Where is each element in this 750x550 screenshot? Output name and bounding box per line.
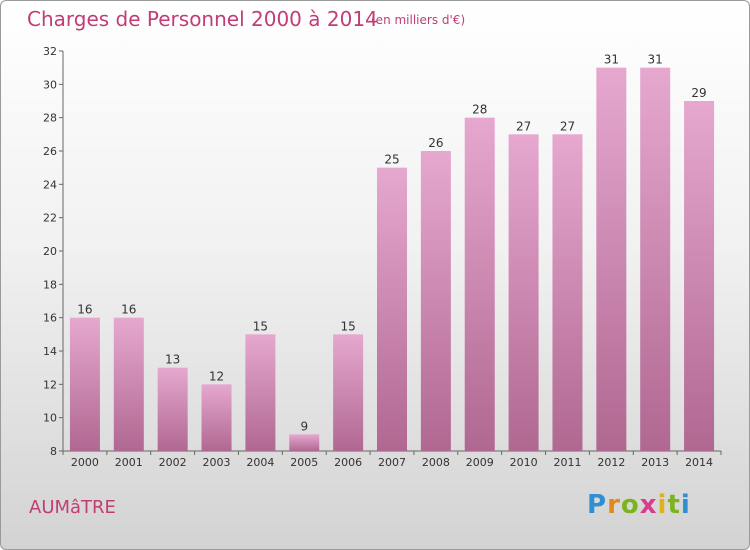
x-tick-label: 2009: [466, 456, 494, 469]
bar: [157, 367, 188, 451]
data-label: 27: [560, 119, 575, 133]
y-axis: 8 10 12 14 16 18 20 22 24 26 28 30 32: [43, 45, 64, 458]
y-tick-label: 32: [43, 45, 57, 58]
data-label: 25: [384, 153, 399, 167]
x-tick-label: 2002: [159, 456, 187, 469]
commune-name: AUMâTRE: [29, 497, 116, 518]
x-tick-label: 2013: [641, 456, 669, 469]
x-tick-label: 2012: [597, 456, 625, 469]
x-tick-label: 2003: [203, 456, 231, 469]
x-tick-label: 2011: [553, 456, 581, 469]
chart-title: Charges de Personnel 2000 à 2014: [27, 7, 378, 31]
logo-letter: P: [587, 490, 608, 520]
data-label: 13: [165, 353, 180, 367]
logo-letter: x: [639, 490, 658, 520]
y-tick-label: 12: [43, 378, 57, 391]
bar: [245, 334, 276, 451]
bar: [377, 167, 407, 451]
x-tick-label: 2008: [422, 456, 450, 469]
y-tick-label: 26: [43, 145, 57, 158]
bar: [201, 384, 232, 451]
logo-letter: i: [657, 490, 668, 520]
chart-subtitle: (en milliers d'€): [371, 13, 466, 27]
bar: [113, 317, 144, 451]
data-label: 27: [516, 119, 531, 133]
data-label: 29: [691, 86, 706, 100]
data-label: 31: [648, 53, 663, 67]
y-tick-label: 14: [43, 345, 57, 358]
y-tick-label: 22: [43, 212, 57, 225]
x-axis: 2000 2001 2002 2003 2004 2005 2006 2007 2008 2009…: [62, 450, 722, 469]
data-label: 12: [209, 369, 224, 383]
y-tick-label: 30: [43, 78, 57, 91]
y-tick-label: 28: [43, 112, 57, 125]
x-tick-label: 2007: [378, 456, 406, 469]
logo-letter: o: [620, 490, 640, 520]
y-tick-label: 8: [50, 445, 57, 458]
bar: [69, 317, 100, 451]
bar: [333, 334, 364, 451]
x-tick-label: 2006: [334, 456, 362, 469]
data-label: 26: [428, 136, 443, 150]
y-tick-label: 16: [43, 312, 57, 325]
x-tick-label: 2004: [246, 456, 274, 469]
bars: [69, 67, 715, 452]
x-tick-label: 2000: [71, 456, 99, 469]
bar: [552, 134, 583, 452]
bar: [508, 134, 539, 452]
bar: [640, 67, 671, 452]
data-label: 9: [300, 419, 308, 433]
logo-letter: i: [680, 490, 691, 520]
bar: [684, 101, 715, 451]
x-tick-label: 2005: [290, 456, 318, 469]
bar: [464, 117, 495, 452]
bar: [596, 67, 627, 452]
y-tick-label: 10: [43, 412, 57, 425]
x-tick-label: 2014: [685, 456, 713, 469]
y-tick-label: 18: [43, 278, 57, 291]
bar: [289, 434, 320, 451]
y-tick-label: 24: [43, 178, 57, 191]
data-label: 15: [253, 319, 268, 333]
data-label: 31: [604, 53, 619, 67]
data-label: 16: [121, 303, 136, 317]
value-labels: 16 16 13 12 15 9 15 25 26 28 27 27 31 31 29: [77, 53, 706, 434]
data-label: 28: [472, 103, 487, 117]
logo-letter: t: [667, 490, 681, 520]
data-label: 15: [340, 319, 355, 333]
x-tick-label: 2001: [115, 456, 143, 469]
x-tick-label: 2010: [510, 456, 538, 469]
data-label: 16: [77, 303, 92, 317]
proxiti-logo: Proxiti: [587, 490, 691, 520]
logo-letter: r: [607, 490, 621, 520]
y-tick-label: 20: [43, 245, 57, 258]
bar: [420, 151, 451, 451]
